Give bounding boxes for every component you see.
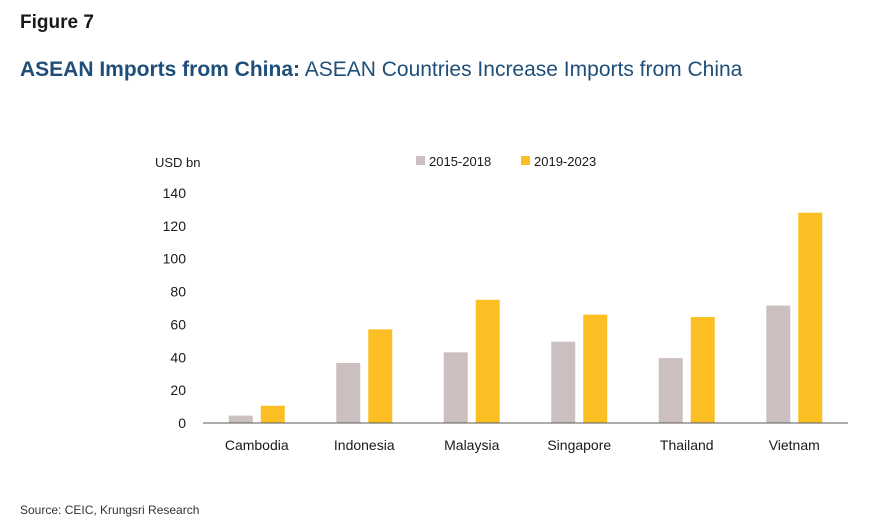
chart-title: ASEAN Imports from China: ASEAN Countrie… <box>20 58 742 82</box>
y-axis-ticks: 0 20 40 60 80 100 120 140 <box>163 185 187 431</box>
y-tick-label: 20 <box>170 382 186 398</box>
x-tick-label: Cambodia <box>225 437 289 453</box>
bar-vietnam-2019-2023 <box>798 212 823 423</box>
y-tick-label: 80 <box>170 284 186 300</box>
bar-singapore-2015-2018 <box>551 341 576 423</box>
legend-swatch-2015-2018 <box>416 156 425 165</box>
y-tick-label: 100 <box>163 251 187 267</box>
x-tick-label: Malaysia <box>444 437 499 453</box>
bar-thailand-2019-2023 <box>690 317 715 423</box>
figure-label: Figure 7 <box>20 12 94 33</box>
bar-vietnam-2015-2018 <box>766 305 791 423</box>
x-tick-label: Thailand <box>660 437 714 453</box>
x-tick-label: Vietnam <box>769 437 820 453</box>
chart-title-bold: ASEAN Imports from China: <box>20 58 301 81</box>
legend-label-2015-2018: 2015-2018 <box>429 154 491 169</box>
bar-malaysia-2019-2023 <box>475 299 500 423</box>
legend-label-2019-2023: 2019-2023 <box>534 154 596 169</box>
legend-swatch-2019-2023 <box>521 156 530 165</box>
bars <box>228 212 823 423</box>
chart-title-rest: ASEAN Countries Increase Imports from Ch… <box>300 58 743 81</box>
bar-cambodia-2015-2018 <box>228 415 253 423</box>
bar-malaysia-2015-2018 <box>443 352 468 423</box>
y-axis-unit-label: USD bn <box>155 155 201 170</box>
x-tick-label: Singapore <box>547 437 611 453</box>
legend: 2015-2018 2019-2023 <box>416 154 596 169</box>
source-note: Source: CEIC, Krungsri Research <box>20 503 200 517</box>
x-axis-labels: Cambodia Indonesia Malaysia Singapore Thaila… <box>225 437 820 453</box>
y-tick-label: 0 <box>178 415 186 431</box>
bar-indonesia-2015-2018 <box>336 363 361 423</box>
y-tick-label: 40 <box>170 349 186 365</box>
bar-thailand-2015-2018 <box>658 358 683 423</box>
y-tick-label: 120 <box>163 218 187 234</box>
bar-singapore-2019-2023 <box>583 314 608 423</box>
bar-indonesia-2019-2023 <box>368 329 393 423</box>
bar-cambodia-2019-2023 <box>260 405 285 423</box>
x-tick-label: Indonesia <box>334 437 395 453</box>
y-tick-label: 60 <box>170 316 186 332</box>
y-tick-label: 140 <box>163 185 187 201</box>
